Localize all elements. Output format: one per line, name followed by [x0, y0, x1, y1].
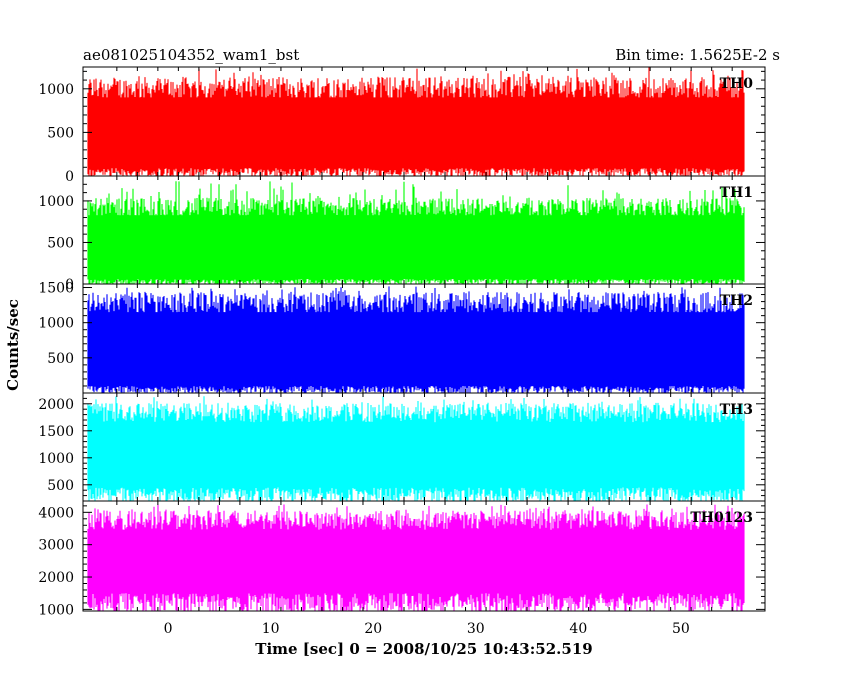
y-tick-label: 500 [47, 125, 74, 141]
figure-title-left: ae081025104352_wam1_bst [83, 46, 299, 64]
y-tick-label: 3000 [38, 538, 74, 554]
y-tick-label: 1500 [38, 281, 74, 297]
y-tick-label: 1000 [38, 316, 74, 332]
series-th0-band [88, 97, 744, 164]
y-tick-label: 2000 [38, 570, 74, 586]
y-axis-label: Counts/sec [4, 299, 22, 391]
y-tick-label: 1000 [38, 602, 74, 618]
panel-label-th1: TH1 [720, 185, 753, 201]
y-tick-label: 0 [65, 277, 74, 293]
panel-label-th2: TH2 [720, 293, 753, 309]
x-axis-label: Time [sec] 0 = 2008/10/25 10:43:52.519 [255, 640, 592, 658]
y-tick-label: 2000 [38, 397, 74, 413]
x-tick-label: 0 [164, 621, 173, 637]
y-tick-label: 1000 [38, 82, 74, 98]
panel-stack: TH005001000TH105001000TH250010001500TH35… [38, 66, 766, 637]
x-tick-label: 50 [672, 621, 690, 637]
bin-time-label: Bin time: 1.5625E-2 s [615, 46, 780, 64]
x-tick-label: 40 [569, 621, 587, 637]
y-tick-label: 500 [47, 478, 74, 494]
series-th0123-band [88, 531, 744, 565]
panel-label-th0: TH0 [720, 76, 754, 92]
y-tick-label: 0 [65, 169, 74, 185]
x-tick-label: 20 [364, 621, 382, 637]
series-th3-band [88, 422, 744, 473]
y-tick-label: 1000 [38, 194, 74, 210]
x-tick-label: 30 [467, 621, 485, 637]
panel-label-th3: TH3 [720, 402, 753, 418]
y-tick-label: 500 [47, 235, 74, 251]
series-th1-band [88, 215, 744, 277]
x-tick-label: 10 [262, 621, 280, 637]
y-tick-label: 4000 [38, 505, 74, 521]
panel-label-th0123: TH0123 [690, 510, 753, 526]
y-tick-label: 1500 [38, 424, 74, 440]
y-tick-label: 500 [47, 351, 74, 367]
y-tick-label: 1000 [38, 451, 74, 467]
series-th2-band [88, 312, 744, 382]
panel-frame-th0123 [82, 500, 766, 612]
